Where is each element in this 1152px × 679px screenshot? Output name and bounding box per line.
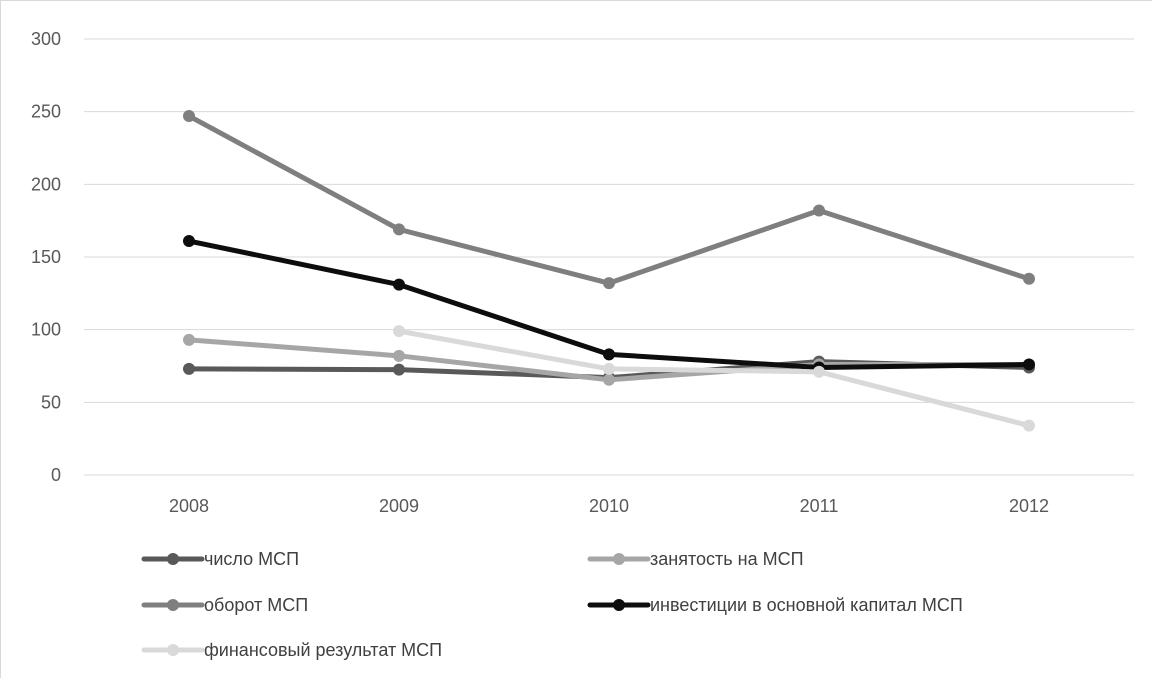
- x-axis-ticks: 2008 2009 2010 2011 2012: [169, 496, 1049, 516]
- legend-item: оборот МСП: [141, 595, 308, 615]
- data-point: [393, 223, 405, 236]
- data-point: [813, 204, 825, 217]
- data-point: [603, 362, 615, 375]
- data-point: [393, 363, 405, 376]
- legend-label: финансовый результат МСП: [204, 640, 442, 660]
- y-tick-label: 50: [41, 392, 61, 412]
- data-point: [393, 325, 405, 338]
- legend-label: инвестиции в основной капитал МСП: [650, 595, 963, 615]
- data-point: [183, 235, 195, 248]
- y-tick-label: 0: [51, 465, 61, 485]
- y-tick-label: 100: [31, 320, 61, 340]
- data-point: [183, 333, 195, 346]
- legend-point-marker: [613, 599, 625, 611]
- data-point: [393, 278, 405, 291]
- y-tick-label: 300: [31, 29, 61, 49]
- series-3: [183, 235, 1035, 374]
- data-point: [603, 348, 615, 361]
- legend-label: занятость на МСП: [650, 549, 804, 569]
- legend-point-marker: [613, 553, 625, 565]
- series-2: [183, 110, 1035, 290]
- x-tick-label: 2011: [800, 496, 839, 516]
- legend: число МСП занятость на МСП оборот МСП инвес…: [141, 549, 963, 660]
- legend-label: число МСП: [204, 549, 299, 569]
- legend-point-marker: [167, 553, 179, 565]
- series-4: [393, 325, 1035, 432]
- data-point: [183, 110, 195, 123]
- y-tick-label: 200: [31, 174, 61, 194]
- data-point: [1023, 272, 1035, 285]
- legend-item: занятость на МСП: [587, 549, 804, 569]
- data-point: [183, 362, 195, 375]
- series-line: [396, 328, 1032, 429]
- legend-item: число МСП: [141, 549, 299, 569]
- legend-label: оборот МСП: [204, 595, 308, 615]
- data-point: [813, 365, 825, 378]
- series-line: [186, 113, 1032, 286]
- legend-item: финансовый результат МСП: [141, 640, 442, 660]
- legend-item: инвестиции в основной капитал МСП: [587, 595, 963, 615]
- x-tick-label: 2010: [589, 496, 629, 516]
- y-axis-ticks: 0 50 100 150 200 250 300: [31, 29, 61, 485]
- data-point: [603, 277, 615, 290]
- data-point: [603, 373, 615, 386]
- data-point: [393, 349, 405, 362]
- x-tick-label: 2009: [379, 496, 419, 516]
- y-tick-label: 150: [31, 247, 61, 267]
- legend-point-marker: [167, 644, 179, 656]
- data-point: [1023, 419, 1035, 432]
- x-tick-label: 2008: [169, 496, 209, 516]
- legend-point-marker: [167, 599, 179, 611]
- x-tick-label: 2012: [1009, 496, 1049, 516]
- data-point: [1023, 358, 1035, 371]
- series-lines: [183, 110, 1035, 432]
- y-tick-label: 250: [31, 102, 61, 122]
